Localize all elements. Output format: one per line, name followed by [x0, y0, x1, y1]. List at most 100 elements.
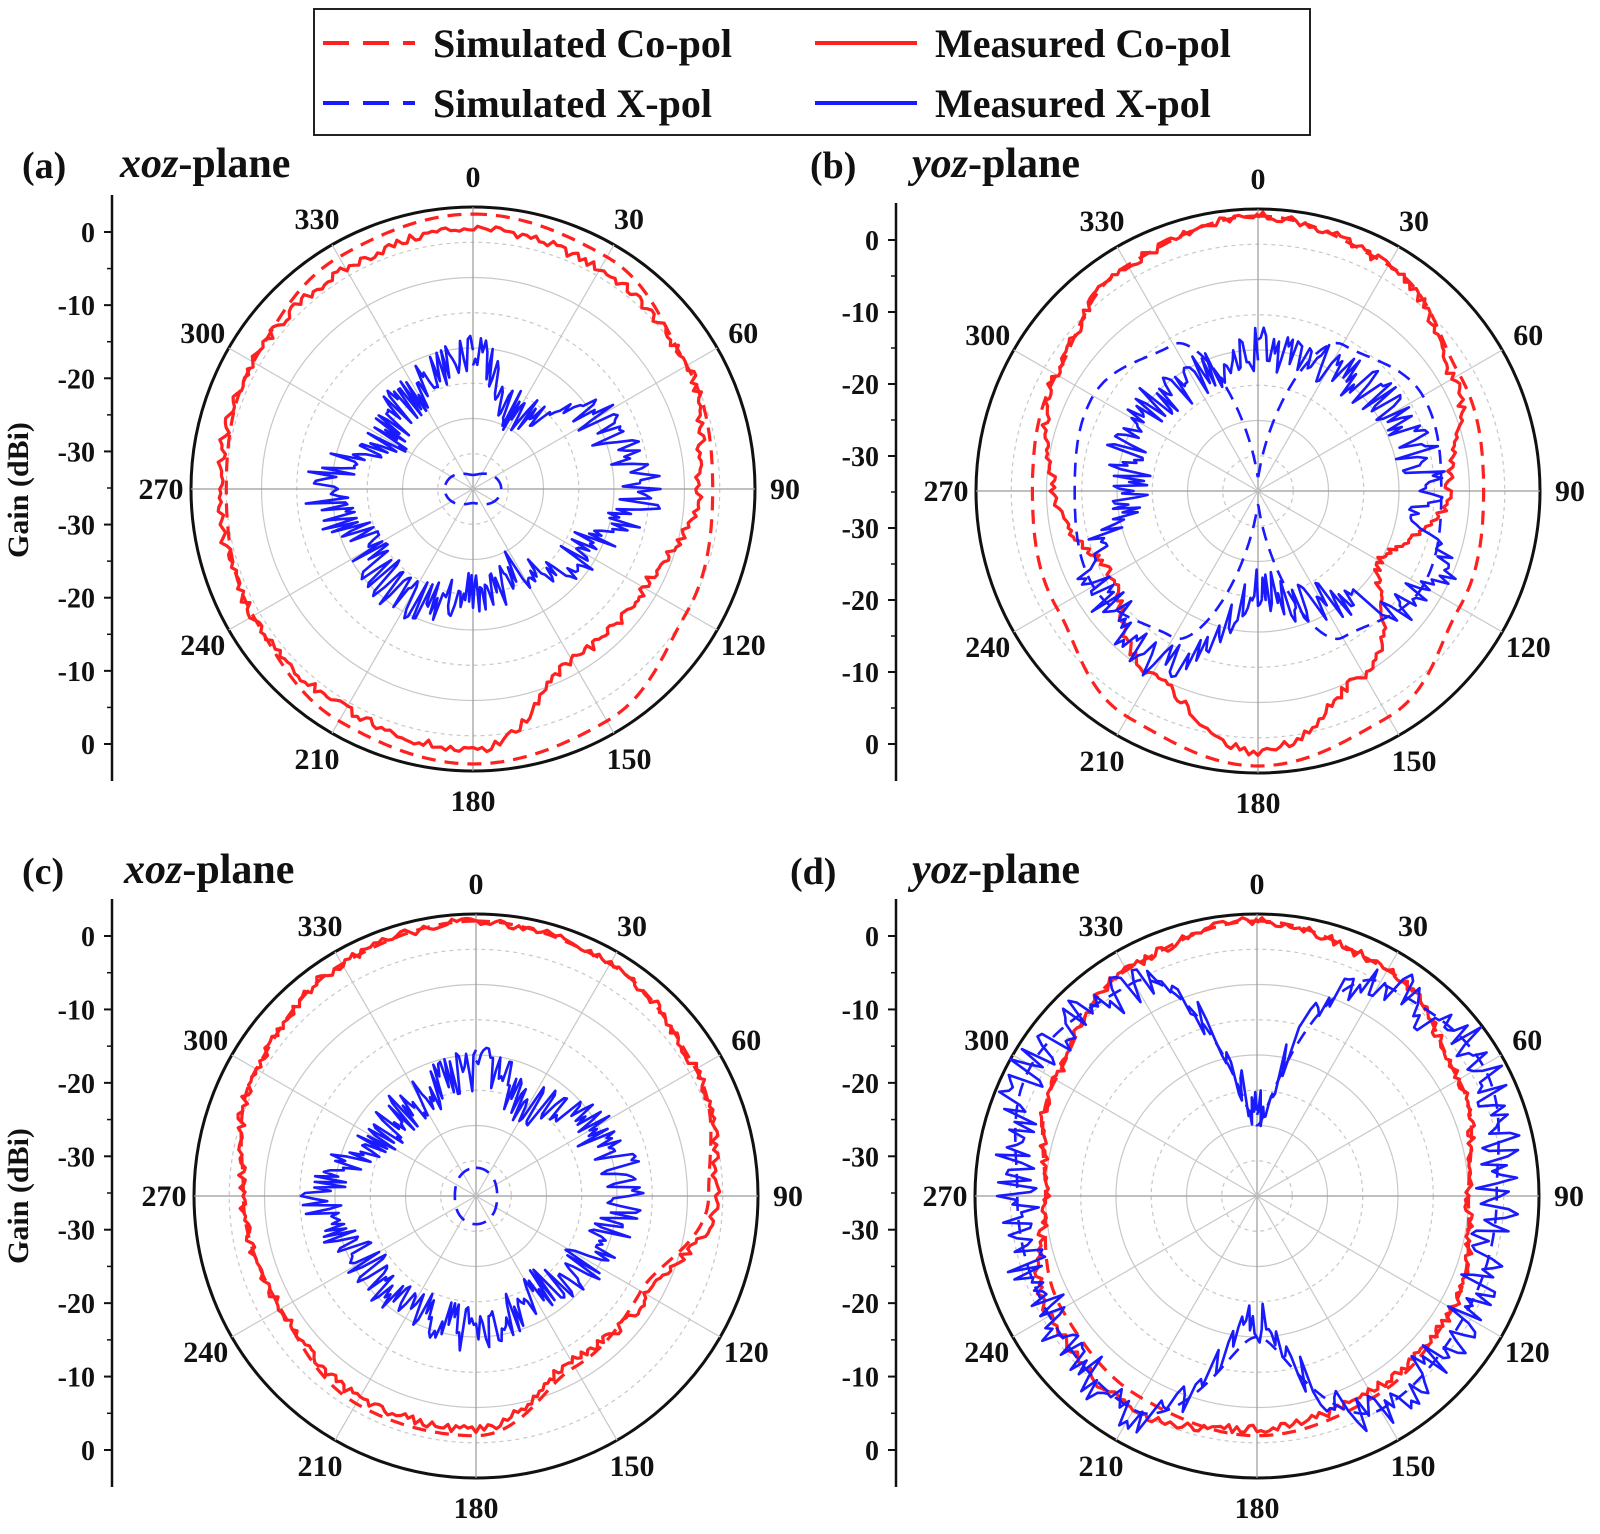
grid-spoke	[475, 1195, 618, 1441]
radial-tick-label: -30	[58, 511, 95, 542]
angle-tick-label: 270	[139, 473, 184, 506]
legend-swatch-simulated-x-pol	[323, 101, 415, 105]
angle-tick-label: 90	[773, 1180, 803, 1213]
plane-name: xoz	[120, 141, 179, 187]
legend-swatch-measured-x-pol	[815, 101, 917, 105]
angle-tick-label: 30	[617, 910, 647, 943]
series-line-measured-x-pol	[299, 1046, 645, 1352]
radial-tick-label: -30	[58, 1142, 95, 1173]
angle-tick-label: 60	[731, 1024, 761, 1057]
radial-tick-label: -20	[842, 586, 879, 617]
angle-tick-label: 90	[770, 473, 800, 506]
angle-tick-label: 60	[728, 317, 758, 350]
angle-tick-label: 330	[1079, 910, 1124, 943]
grid-spoke	[231, 1195, 477, 1338]
angle-tick-label: 60	[1513, 319, 1543, 352]
angle-tick-label: 0	[1251, 163, 1266, 196]
angle-tick-label: 150	[607, 743, 652, 776]
radial-tick-label: 0	[81, 218, 95, 249]
legend-item-measured-x-pol: Measured X-pol	[813, 78, 1211, 128]
plane-name: xoz	[124, 847, 183, 893]
angle-tick-label: 0	[466, 161, 481, 194]
radial-tick-label: -10	[58, 291, 95, 322]
plane-suffix: -plane	[968, 847, 1081, 893]
angle-tick-label: 150	[1392, 745, 1437, 778]
grid-spoke	[1256, 1195, 1502, 1338]
angle-tick-label: 180	[1236, 787, 1281, 820]
radial-tick-label: -10	[58, 995, 95, 1026]
grid-spoke	[334, 1195, 477, 1441]
plane-name: yoz	[912, 847, 968, 893]
legend-swatch-measured-co-pol	[815, 41, 917, 45]
radial-tick-label: -30	[842, 514, 879, 545]
angle-tick-label: 30	[614, 203, 644, 236]
angle-tick-label: 240	[965, 631, 1010, 664]
grid-spoke	[1115, 951, 1258, 1197]
series-line-measured-co-pol	[216, 224, 707, 754]
radial-tick-label: -30	[842, 1142, 879, 1173]
radial-tick-label: 0	[81, 730, 95, 761]
angle-tick-label: 0	[1250, 868, 1265, 901]
series-line-measured-co-pol	[1040, 210, 1467, 758]
radial-tick-label: -20	[842, 1289, 879, 1320]
grid-spoke	[472, 488, 615, 734]
radial-tick-label: -30	[58, 437, 95, 468]
grid-spoke	[1256, 1054, 1502, 1197]
series-line-simulated-x-pol	[443, 472, 503, 506]
plane-suffix: -plane	[178, 141, 291, 187]
legend-label: Simulated X-pol	[433, 80, 712, 126]
radial-tick-label: -30	[842, 442, 879, 473]
panel-label-c: (c)	[22, 851, 65, 893]
panel-label-a: (a)	[22, 145, 67, 187]
grid-spoke	[231, 1054, 477, 1197]
angle-tick-label: 150	[610, 1450, 655, 1483]
angle-tick-label: 90	[1554, 1180, 1584, 1213]
legend-swatch-simulated-co-pol	[323, 41, 415, 45]
panel-label-d: (d)	[790, 851, 837, 893]
y-axis-label: Gain (dBi)	[2, 422, 35, 558]
series-line-simulated-x-pol	[453, 1166, 499, 1226]
angle-tick-label: 300	[180, 317, 225, 350]
angle-tick-label: 30	[1398, 910, 1428, 943]
radial-tick-label: -30	[842, 1216, 879, 1247]
legend-label: Simulated Co-pol	[433, 20, 732, 66]
series-line-simulated-co-pol	[1040, 919, 1474, 1438]
angle-tick-label: 120	[724, 1336, 769, 1369]
series-line-simulated-co-pol	[1030, 214, 1486, 768]
grid-spoke	[1256, 951, 1399, 1197]
grid-spoke	[334, 951, 477, 1197]
grid-spoke	[472, 244, 615, 490]
angle-tick-label: 270	[924, 475, 969, 508]
radial-tick-label: 0	[865, 226, 879, 257]
legend-item-simulated-x-pol: Simulated X-pol	[321, 78, 712, 128]
angle-tick-label: 240	[183, 1336, 228, 1369]
angle-tick-label: 330	[295, 203, 340, 236]
grid-spoke	[1012, 1054, 1258, 1197]
grid-spoke	[1013, 490, 1259, 633]
series-line-measured-co-pol	[236, 916, 722, 1435]
radial-tick-label: -20	[842, 1069, 879, 1100]
angle-tick-label: 210	[295, 743, 340, 776]
angle-tick-label: 60	[1512, 1024, 1542, 1057]
angle-tick-label: 270	[142, 1180, 187, 1213]
radial-tick-label: 0	[865, 1436, 879, 1467]
grid-spoke	[475, 951, 618, 1197]
panel-label-b: (b)	[810, 145, 857, 187]
angle-tick-label: 90	[1555, 475, 1585, 508]
legend-item-measured-co-pol: Measured Co-pol	[813, 18, 1231, 68]
radial-tick-label: -20	[58, 584, 95, 615]
angle-tick-label: 210	[1080, 745, 1125, 778]
radial-tick-label: -20	[842, 370, 879, 401]
grid-spoke	[228, 488, 474, 631]
angle-tick-label: 120	[721, 629, 766, 662]
y-axis-label: Gain (dBi)	[2, 1128, 35, 1264]
grid-spoke	[472, 488, 718, 631]
radial-tick-label: -10	[842, 658, 879, 689]
radial-tick-label: 0	[865, 922, 879, 953]
radial-tick-label: 0	[865, 730, 879, 761]
angle-tick-label: 330	[1080, 205, 1125, 238]
